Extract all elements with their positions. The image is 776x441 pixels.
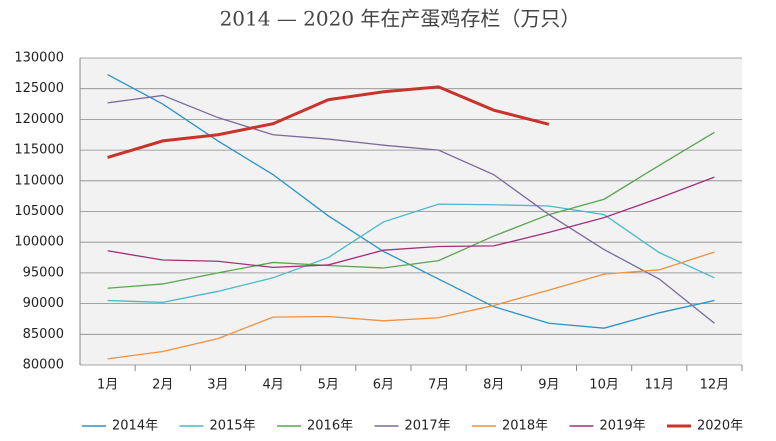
series-line <box>107 131 715 289</box>
series-line <box>107 176 715 269</box>
y-tick-label: 105000 <box>14 204 64 219</box>
x-tick-label: 8月 <box>483 378 504 393</box>
y-tick-label: 110000 <box>14 173 64 188</box>
x-tick-label: 4月 <box>262 378 283 393</box>
series-line <box>107 94 715 324</box>
legend-label: 2017年 <box>405 419 451 434</box>
x-tick-label: 10月 <box>589 378 619 393</box>
x-tick-label: 1月 <box>97 378 118 393</box>
legend-label: 2014年 <box>112 419 158 434</box>
x-tick-label: 11月 <box>644 378 674 393</box>
y-tick-label: 130000 <box>14 51 64 66</box>
y-tick-label: 125000 <box>14 81 64 96</box>
y-tick-label: 95000 <box>23 265 64 280</box>
y-tick-label: 100000 <box>14 235 64 250</box>
x-tick-label: 5月 <box>318 378 339 393</box>
series-line <box>107 85 550 159</box>
x-tick-label: 7月 <box>428 378 449 393</box>
legend-label: 2016年 <box>307 419 353 434</box>
x-tick-label: 9月 <box>538 378 559 393</box>
chart-title: 2014 — 2020 年在产蛋鸡存栏（万只） <box>220 7 581 31</box>
y-tick-label: 85000 <box>23 327 64 342</box>
x-tick-label: 3月 <box>207 378 228 393</box>
series-line <box>107 203 715 304</box>
x-tick-label: 12月 <box>700 378 730 393</box>
x-tick-label: 2月 <box>152 378 173 393</box>
legend-label: 2019年 <box>600 419 646 434</box>
legend-label: 2015年 <box>210 419 256 434</box>
legend-label: 2018年 <box>502 419 548 434</box>
y-tick-label: 115000 <box>14 143 64 158</box>
x-tick-label: 6月 <box>373 378 394 393</box>
y-tick-label: 90000 <box>23 296 64 311</box>
y-tick-label: 120000 <box>14 112 64 127</box>
legend-label: 2020年 <box>697 419 743 434</box>
series-line <box>107 251 715 360</box>
y-tick-label: 80000 <box>23 358 64 373</box>
